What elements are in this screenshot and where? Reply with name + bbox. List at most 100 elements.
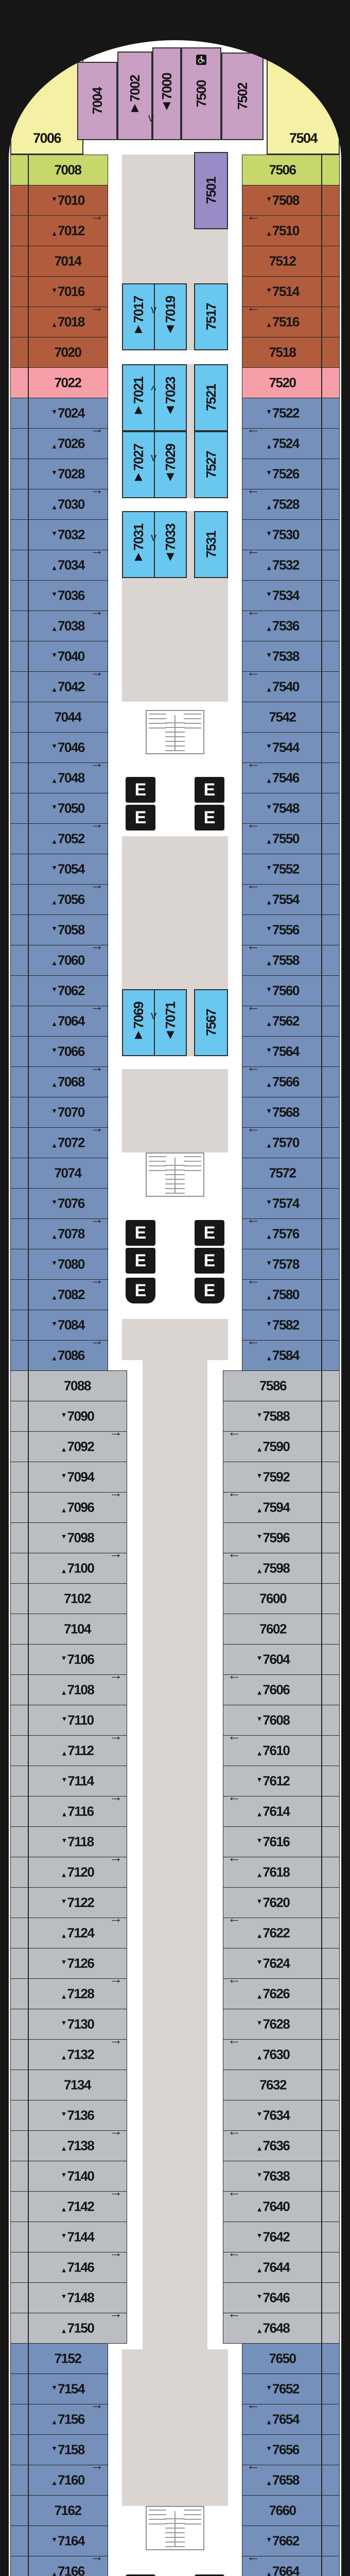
cabin-7618[interactable]: ▲7618 xyxy=(223,1857,340,1888)
cabin-7076[interactable]: ▼7076 → xyxy=(10,1188,108,1226)
cabin-7552[interactable]: ▼7552 ← xyxy=(242,854,340,891)
cabin-7532[interactable]: ▲7532 xyxy=(242,550,340,581)
cabin-7042[interactable]: ▲7042 xyxy=(10,671,108,702)
cabin-7638[interactable]: ▼7638 ← xyxy=(223,2161,340,2198)
cabin-7144[interactable]: ▼7144 → xyxy=(10,2222,127,2259)
cabin-7162[interactable]: 7162 xyxy=(10,2495,108,2526)
cabin-7027[interactable]: ▼7027 xyxy=(123,432,155,497)
cabin-7550[interactable]: ▲7550 xyxy=(242,823,340,854)
cabin-7542[interactable]: 7542 xyxy=(242,702,340,733)
cabin-7594[interactable]: ▲7594 xyxy=(223,1492,340,1523)
cabin-7094[interactable]: ▼7094 → xyxy=(10,1462,127,1499)
cabin-7596[interactable]: ▼7596 ← xyxy=(223,1522,340,1560)
cabin-7062[interactable]: ▼7062 → xyxy=(10,975,108,1013)
cabin-7017[interactable]: ▼7017 xyxy=(123,284,155,349)
cabin-7602[interactable]: 7602 xyxy=(223,1614,340,1645)
cabin-7020[interactable]: 7020 xyxy=(10,337,108,368)
cabin-7612[interactable]: ▼7612 ← xyxy=(223,1766,340,1803)
cabin-7036[interactable]: ▼7036 → xyxy=(10,580,108,618)
cabin-7568[interactable]: ▼7568 ← xyxy=(242,1097,340,1134)
cabin-7048[interactable]: ▲7048 xyxy=(10,762,108,793)
cabin-7032[interactable]: ▼7032 → xyxy=(10,519,108,557)
cabin-7560[interactable]: ▼7560 ← xyxy=(242,975,340,1013)
cabin-7096[interactable]: ▲7096 xyxy=(10,1492,127,1523)
cabin-7646[interactable]: ▼7646 ← xyxy=(223,2282,340,2320)
cabin-7510[interactable]: ▲7510 xyxy=(242,215,340,246)
cabin-7116[interactable]: ▲7116 xyxy=(10,1796,127,1827)
cabin-7002[interactable]: ▼7002 xyxy=(117,52,152,140)
cabin-7650[interactable]: 7650 xyxy=(242,2343,340,2374)
cabin-7556[interactable]: ▼7556 ← xyxy=(242,914,340,952)
cabin-7536[interactable]: ▲7536 xyxy=(242,611,340,641)
cabin-7046[interactable]: ▼7046 → xyxy=(10,732,108,770)
cabin-7156[interactable]: ▲7156 xyxy=(10,2404,108,2435)
cabin-7084[interactable]: ▼7084 → xyxy=(10,1310,108,1347)
cabin-7544[interactable]: ▼7544 ← xyxy=(242,732,340,770)
cabin-7506[interactable]: 7506 xyxy=(242,155,340,185)
cabin-7652[interactable]: ▼7652 ← xyxy=(242,2374,340,2411)
cabin-7662[interactable]: ▼7662 ← xyxy=(242,2526,340,2563)
cabin-7540[interactable]: ▲7540 xyxy=(242,671,340,702)
cabin-7033[interactable]: ▲7033 xyxy=(155,512,186,577)
cabin-7038[interactable]: ▲7038 xyxy=(10,611,108,641)
cabin-7026[interactable]: ▲7026 xyxy=(10,428,108,459)
cabin-7660[interactable]: 7660 xyxy=(242,2495,340,2526)
cabin-7644[interactable]: ▲7644 xyxy=(223,2252,340,2283)
cabin-7112[interactable]: ▲7112 xyxy=(10,1735,127,1766)
cabin-7060[interactable]: ▲7060 xyxy=(10,945,108,976)
cabin-7576[interactable]: ▲7576 xyxy=(242,1218,340,1249)
cabin-7634[interactable]: ▼7634 ← xyxy=(223,2100,340,2138)
cabin-7086[interactable]: ▲7086 xyxy=(10,1340,108,1371)
cabin-7148[interactable]: ▼7148 → xyxy=(10,2282,127,2320)
cabin-7021[interactable]: ▼7021 xyxy=(123,365,155,430)
cabin-7624[interactable]: ▼7624 ← xyxy=(223,1948,340,1986)
cabin-7024[interactable]: ▼7024 → xyxy=(10,398,108,435)
cabin-7078[interactable]: ▲7078 xyxy=(10,1218,108,1249)
cabin-7120[interactable]: ▲7120 xyxy=(10,1857,127,1888)
cabin-7000[interactable]: ▲7000 xyxy=(152,47,181,140)
cabin-7514[interactable]: ▼7514 ← xyxy=(242,276,340,314)
cabin-7160[interactable]: ▲7160 xyxy=(10,2465,108,2496)
cabin-7501[interactable]: 7501 xyxy=(194,152,228,229)
cabin-7152[interactable]: 7152 xyxy=(10,2343,108,2374)
cabin-7014[interactable]: 7014 xyxy=(10,246,108,277)
cabin-7138[interactable]: ▲7138 xyxy=(10,2130,127,2161)
cabin-7028[interactable]: ▼7028 → xyxy=(10,459,108,496)
cabin-7642[interactable]: ▼7642 ← xyxy=(223,2222,340,2259)
cabin-7031[interactable]: ▼7031 xyxy=(123,512,155,577)
cabin-7600[interactable]: 7600 xyxy=(223,1583,340,1614)
cabin-7586[interactable]: 7586 xyxy=(223,1370,340,1401)
cabin-7548[interactable]: ▼7548 ← xyxy=(242,793,340,831)
cabin-7080[interactable]: ▼7080 → xyxy=(10,1249,108,1286)
cabin-7004[interactable]: 7004 xyxy=(77,62,117,140)
cabin-7130[interactable]: ▼7130 → xyxy=(10,2009,127,2046)
cabin-7658[interactable]: ▲7658 xyxy=(242,2465,340,2496)
cabin-7628[interactable]: ▼7628 ← xyxy=(223,2009,340,2046)
cabin-7522[interactable]: ▼7522 ← xyxy=(242,398,340,435)
cabin-7654[interactable]: ▲7654 xyxy=(242,2404,340,2435)
cabin-7608[interactable]: ▼7608 ← xyxy=(223,1705,340,1742)
cabin-7071[interactable]: ▲7071 xyxy=(155,990,186,1055)
cabin-7040[interactable]: ▼7040 → xyxy=(10,641,108,679)
cabin-7150[interactable]: ▲7150 xyxy=(10,2313,127,2344)
cabin-7104[interactable]: 7104 xyxy=(10,1614,127,1645)
cabin-7578[interactable]: ▼7578 ← xyxy=(242,1249,340,1286)
cabin-7052[interactable]: ▲7052 xyxy=(10,823,108,854)
cabin-7006[interactable]: 7006 xyxy=(10,46,83,155)
cabin-7098[interactable]: ▼7098 → xyxy=(10,1522,127,1560)
cabin-7126[interactable]: ▼7126 → xyxy=(10,1948,127,1986)
cabin-7564[interactable]: ▼7564 ← xyxy=(242,1036,340,1074)
cabin-7521[interactable]: 7521 xyxy=(194,364,228,431)
cabin-7164[interactable]: ▼7164 → xyxy=(10,2526,108,2563)
cabin-7142[interactable]: ▲7142 xyxy=(10,2191,127,2222)
cabin-7056[interactable]: ▲7056 xyxy=(10,884,108,915)
cabin-7502[interactable]: 7502 xyxy=(221,53,264,140)
cabin-7592[interactable]: ▼7592 ← xyxy=(223,1462,340,1499)
cabin-7518[interactable]: 7518 xyxy=(242,337,340,368)
cabin-7058[interactable]: ▼7058 → xyxy=(10,914,108,952)
cabin-7528[interactable]: ▲7528 xyxy=(242,489,340,520)
cabin-7044[interactable]: 7044 xyxy=(10,702,108,733)
cabin-7524[interactable]: ▲7524 xyxy=(242,428,340,459)
cabin-7066[interactable]: ▼7066 → xyxy=(10,1036,108,1074)
cabin-7512[interactable]: 7512 xyxy=(242,246,340,277)
